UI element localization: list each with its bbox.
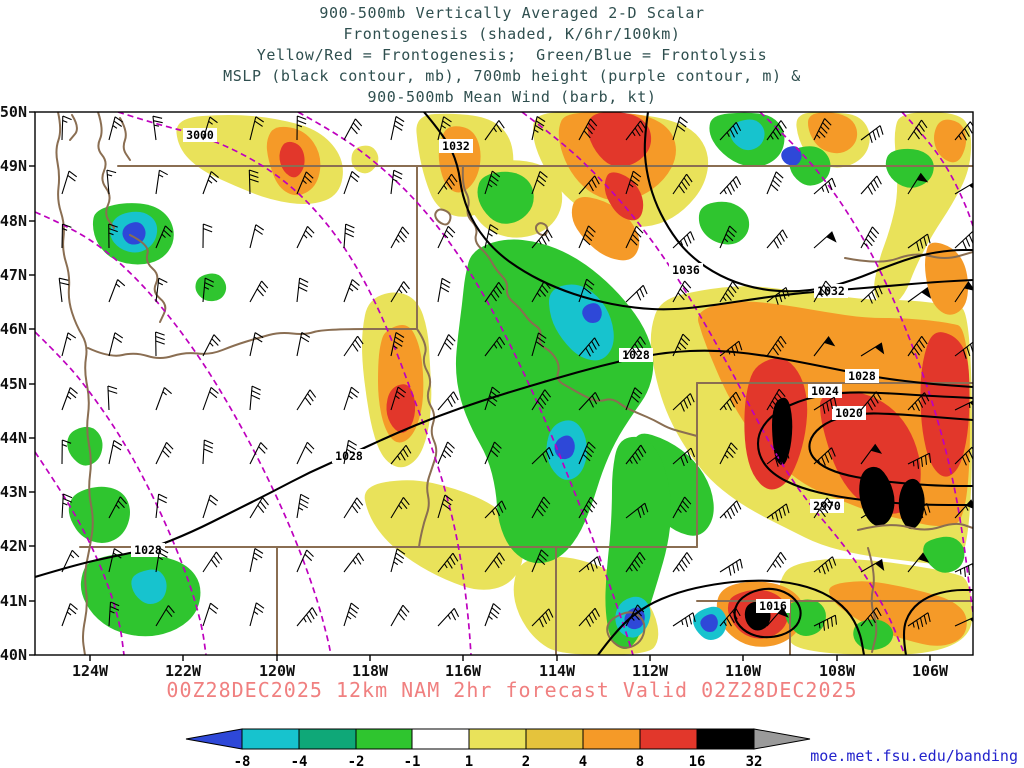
colorbar-tick-label: -2 bbox=[348, 754, 365, 768]
contour-label: 1024 bbox=[811, 384, 839, 398]
map-axes: 50N 49N 48N 47N 46N 45N 44N 43N 42N 41N 40N 124W 122… bbox=[0, 103, 974, 680]
colorbar-arrow-right bbox=[753, 728, 811, 750]
contour-label: 2970 bbox=[813, 499, 841, 513]
lon-label: 108W bbox=[819, 662, 856, 680]
contour-label: 1032 bbox=[442, 139, 470, 153]
contour-label: 1032 bbox=[817, 284, 845, 298]
title-line-2: Frontogenesis (shaded, K/6hr/100km) bbox=[343, 25, 681, 43]
lat-label: 47N bbox=[0, 266, 27, 284]
contour-label: 1020 bbox=[835, 406, 863, 420]
height-contours bbox=[35, 112, 973, 655]
lon-label: 118W bbox=[352, 662, 389, 680]
lon-label: 106W bbox=[912, 662, 949, 680]
title-line-4: MSLP (black contour, mb), 700mb height (… bbox=[223, 67, 801, 85]
contour-label: 1028 bbox=[134, 543, 162, 557]
lon-label: 116W bbox=[445, 662, 482, 680]
chart-title: 900-500mb Vertically Averaged 2-D Scalar… bbox=[0, 3, 1024, 108]
colorbar-segment bbox=[696, 728, 755, 750]
lat-label: 45N bbox=[0, 375, 27, 393]
colorbar-segment bbox=[355, 728, 413, 750]
forecast-caption: 00Z28DEC2025 12km NAM 2hr forecast Valid… bbox=[166, 678, 858, 702]
title-line-1: 900-500mb Vertically Averaged 2-D Scalar bbox=[319, 4, 705, 22]
lat-label: 44N bbox=[0, 429, 27, 447]
colorbar-tick-label: 2 bbox=[522, 754, 530, 768]
colorbar-segment bbox=[582, 728, 641, 750]
colorbar-tick-label: 1 bbox=[465, 754, 473, 768]
lon-label: 120W bbox=[259, 662, 296, 680]
lon-label: 124W bbox=[72, 662, 109, 680]
colorbar-tick-label: 32 bbox=[746, 754, 763, 768]
colorbar-tick-label: 8 bbox=[636, 754, 644, 768]
state-borders bbox=[55, 112, 973, 655]
lat-label: 49N bbox=[0, 157, 27, 175]
contour-label: 1016 bbox=[759, 599, 787, 613]
title-line-5: 900-500mb Mean Wind (barb, kt) bbox=[367, 88, 657, 106]
contour-label: 1028 bbox=[848, 369, 876, 383]
colorbar-segment bbox=[639, 728, 698, 750]
lon-label: 110W bbox=[725, 662, 762, 680]
contour-label: 3000 bbox=[186, 128, 214, 142]
lat-label: 41N bbox=[0, 592, 27, 610]
contour-labels: 3000 1032 1036 1032 1028 1028 1024 1020 2970 1028… bbox=[131, 128, 879, 613]
lon-label: 114W bbox=[539, 662, 576, 680]
contour-label: 1028 bbox=[335, 449, 363, 463]
lon-label: 112W bbox=[632, 662, 669, 680]
colorbar-segment bbox=[241, 728, 300, 750]
colorbar-tick-label: 16 bbox=[689, 754, 706, 768]
lat-label: 42N bbox=[0, 537, 27, 555]
colorbar-tick-label: 4 bbox=[579, 754, 587, 768]
colorbar-segment bbox=[468, 728, 527, 750]
colorbar-segment bbox=[411, 728, 470, 750]
lat-label: 46N bbox=[0, 320, 27, 338]
colorbar-segment bbox=[525, 728, 584, 750]
colorbar: -8 -4 -2 -1 1 2 4 8 16 32 bbox=[185, 728, 811, 768]
colorbar-arrow-left bbox=[185, 728, 243, 750]
wind-barbs bbox=[58, 115, 973, 631]
title-line-3: Yellow/Red = Frontogenesis; Green/Blue =… bbox=[256, 46, 768, 64]
lon-label: 122W bbox=[165, 662, 202, 680]
credit-link[interactable]: moe.met.fsu.edu/banding bbox=[810, 747, 1018, 765]
colorbar-tick-label: -4 bbox=[291, 754, 308, 768]
colorbar-segment bbox=[298, 728, 357, 750]
lat-label: 43N bbox=[0, 483, 27, 501]
lat-label: 48N bbox=[0, 212, 27, 230]
colorbar-tick-label: -1 bbox=[404, 754, 421, 768]
contour-label: 1036 bbox=[672, 263, 700, 277]
lat-label: 40N bbox=[0, 646, 27, 664]
lat-label: 50N bbox=[0, 103, 27, 121]
colorbar-tick-label: -8 bbox=[234, 754, 251, 768]
